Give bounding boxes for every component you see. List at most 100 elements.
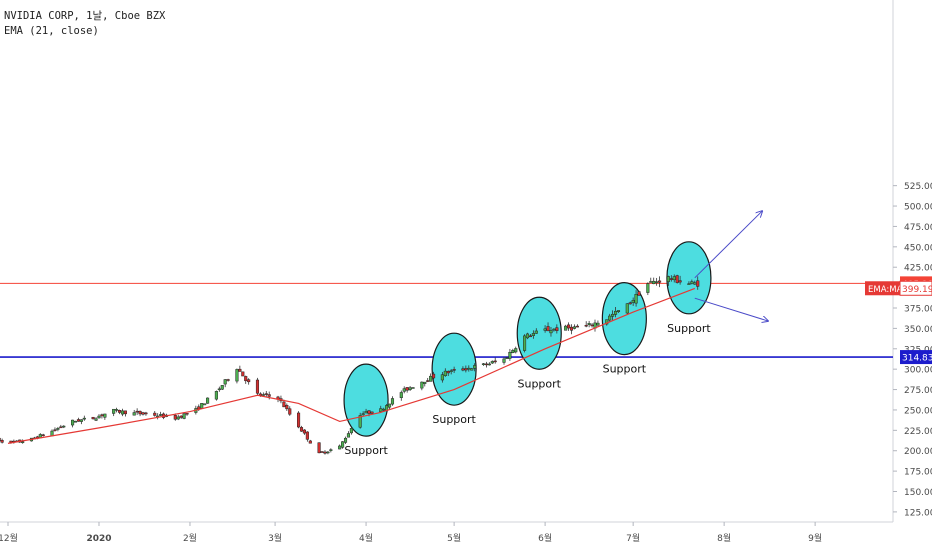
x-tick-label: 4월 [359, 532, 373, 544]
candle-body [305, 431, 309, 440]
candle-body [364, 411, 368, 414]
candle-body [53, 429, 57, 431]
candle-body [467, 367, 471, 370]
y-tick-label: 450.00 [904, 243, 932, 253]
candle-body [73, 420, 78, 423]
candle-body [449, 370, 453, 372]
candle-body [405, 387, 409, 391]
candle-body [100, 414, 104, 417]
x-tick-label: 5월 [447, 532, 461, 544]
candle-body [605, 319, 609, 325]
indicator-title: EMA (21, close) [4, 25, 99, 37]
candle-body [687, 283, 691, 285]
candle-body [655, 281, 659, 283]
chart-legend: NVIDIA CORP, 1날, Cboe BZX EMA (21, close… [4, 9, 165, 39]
projection-arrow [694, 297, 768, 321]
x-tick-label: 2020 [86, 534, 111, 544]
x-tick-label: 12월 [0, 532, 18, 544]
candle-body [696, 280, 700, 287]
candle-body [420, 381, 424, 389]
candle-body [549, 330, 553, 334]
candle-body [590, 324, 594, 327]
candle-body [220, 385, 224, 390]
projection-arrow [694, 211, 763, 279]
y-tick-label: 350.00 [904, 325, 932, 335]
y-tick-label: 275.00 [904, 386, 932, 396]
candle-body [658, 280, 662, 283]
candle-body [179, 415, 183, 418]
candle-body [608, 315, 612, 321]
x-tick-label: 6월 [538, 532, 552, 544]
y-tick-label: 375.00 [904, 304, 932, 314]
x-tick-label: 8월 [717, 532, 731, 544]
candle-body [669, 278, 673, 280]
candle-body [338, 445, 342, 450]
candle-body [82, 417, 86, 420]
candle-body [329, 449, 333, 451]
candle-body [490, 361, 494, 364]
candle-body [678, 280, 682, 283]
candle-body [214, 391, 218, 400]
candle-body [132, 412, 136, 416]
candle-body [625, 303, 629, 314]
y-tick-label: 300.00 [904, 366, 932, 376]
candle-body [341, 441, 345, 448]
candle-body [675, 275, 679, 283]
y-tick-label: 425.00 [904, 264, 932, 274]
candle-body [235, 369, 239, 382]
candle-body [56, 428, 60, 430]
candle-body [646, 283, 650, 293]
candle-body [308, 440, 312, 444]
candle-body [288, 408, 292, 415]
candle-body [484, 363, 488, 366]
candle-body [138, 410, 142, 415]
candle-body [672, 276, 676, 281]
x-tick-label: 2월 [183, 532, 197, 544]
y-tick-label: 475.00 [904, 223, 932, 233]
candle-body [470, 368, 474, 371]
candle-body [690, 281, 694, 284]
candle-body [572, 326, 577, 329]
candle-body [613, 310, 618, 315]
candle-body [206, 397, 210, 404]
candle-body [587, 323, 591, 325]
candle-body [616, 310, 621, 312]
candle-body [299, 427, 304, 432]
candle-body [282, 401, 286, 408]
candle-body [79, 419, 83, 422]
candle-body [123, 410, 127, 415]
candle-body [367, 410, 371, 414]
candle-body [112, 408, 116, 414]
candle-body [285, 405, 289, 410]
candle-body [411, 387, 415, 389]
candle-body [302, 429, 306, 434]
candle-body [320, 451, 324, 453]
candle-body [182, 413, 186, 419]
candle-body [135, 410, 139, 413]
candle-body [59, 426, 63, 429]
ema-name-tag [865, 281, 900, 296]
blue-level-price-text: 314.83 [902, 354, 932, 364]
candle-body [370, 411, 374, 414]
candle-body [505, 357, 509, 359]
candle-body [185, 412, 189, 415]
blue-level-price-tag [900, 350, 932, 365]
candle-body [596, 322, 600, 326]
candle-body [117, 410, 122, 413]
candle-body [361, 413, 365, 415]
x-tick-label: 7월 [626, 532, 640, 544]
candle-body [247, 379, 251, 383]
candle-body [173, 415, 177, 420]
candle-body [244, 376, 248, 382]
candle-body [575, 325, 579, 328]
candle-body [452, 369, 456, 371]
candle-body [481, 363, 486, 365]
candle-body [120, 410, 125, 415]
candle-body [508, 351, 512, 359]
candle-body [487, 363, 491, 366]
candle-body [528, 335, 532, 338]
y-tick-label: 125.00 [904, 508, 932, 518]
candle-body [21, 441, 25, 443]
candle-body [343, 437, 348, 443]
